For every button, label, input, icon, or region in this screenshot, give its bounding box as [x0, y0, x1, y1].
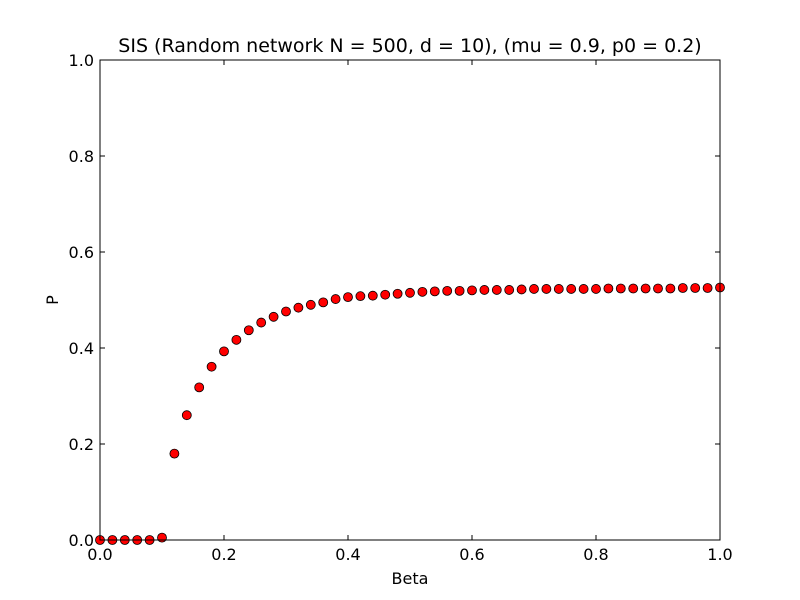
y-axis-label: P	[43, 295, 62, 305]
data-point	[268, 311, 279, 322]
data-point	[330, 294, 341, 304]
data-point	[318, 297, 329, 308]
data-point	[665, 283, 676, 294]
data-point	[194, 382, 205, 393]
data-point	[169, 448, 180, 459]
x-tick-label: 0.0	[87, 545, 112, 564]
y-tick-label: 0.0	[69, 531, 94, 550]
data-point	[355, 291, 366, 302]
x-axis-label: Beta	[392, 569, 429, 588]
x-tick-label: 0.2	[211, 545, 236, 564]
data-point	[206, 361, 217, 372]
data-point	[367, 290, 378, 301]
data-point	[305, 299, 316, 310]
x-tick-label: 1.0	[707, 545, 732, 564]
data-point	[343, 292, 353, 303]
data-point	[442, 285, 453, 296]
data-markers	[95, 282, 725, 545]
data-point	[640, 283, 651, 294]
data-point	[293, 302, 304, 313]
data-point	[566, 284, 577, 294]
data-point	[454, 285, 465, 296]
data-point	[256, 317, 267, 328]
data-point	[553, 284, 564, 294]
data-point	[653, 283, 663, 294]
chart-title: SIS (Random network N = 500, d = 10), (m…	[118, 35, 701, 57]
x-tick-label: 0.4	[335, 545, 360, 564]
y-tick-label: 1.0	[69, 51, 94, 70]
data-point	[429, 286, 440, 297]
data-point	[491, 285, 502, 295]
data-point	[417, 286, 428, 297]
data-point	[578, 284, 589, 294]
y-tick-label: 0.6	[69, 243, 94, 262]
data-point	[702, 283, 713, 293]
x-tick-label: 0.8	[583, 545, 608, 564]
data-point	[405, 287, 415, 298]
plot-frame	[99, 59, 721, 541]
data-point	[157, 532, 167, 543]
data-point	[690, 283, 701, 293]
data-point	[281, 306, 291, 317]
data-point	[219, 346, 229, 357]
data-point	[467, 285, 477, 296]
data-point	[380, 289, 391, 300]
data-point	[392, 288, 403, 299]
data-point	[628, 283, 639, 294]
x-tick-label: 0.6	[459, 545, 484, 564]
data-point	[615, 283, 626, 294]
data-point	[516, 284, 527, 295]
axis-ticks: 0.0 0.2 0.4 0.6 0.8 1.0 0.0 0.2 0.4 0.6 0.8 1.0	[69, 51, 733, 564]
data-point	[504, 285, 515, 295]
data-point	[479, 285, 490, 295]
data-point	[541, 284, 552, 294]
data-point	[243, 325, 254, 336]
data-point	[181, 410, 192, 421]
y-tick-label: 0.2	[69, 435, 94, 454]
y-tick-label: 0.8	[69, 147, 94, 166]
data-point	[529, 284, 539, 294]
y-tick-label: 0.4	[69, 339, 94, 358]
data-point	[591, 284, 601, 294]
data-point	[603, 283, 614, 294]
data-point	[231, 334, 242, 345]
data-point	[677, 283, 688, 293]
